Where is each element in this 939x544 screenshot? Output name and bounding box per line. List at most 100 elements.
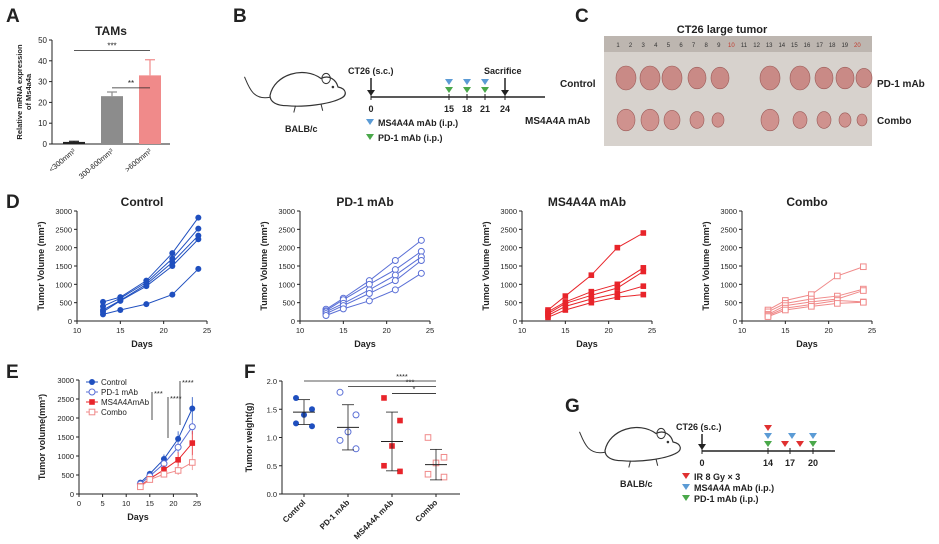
y-tick-label: 0 (733, 317, 737, 326)
data-point (764, 313, 772, 320)
legend-label: PD-1 mAb (i.p.) (694, 494, 759, 504)
y-axis-label: Tumor Volume (mm³) (701, 221, 711, 310)
tumor (835, 66, 855, 90)
bar (63, 141, 85, 144)
ms4a4a-marker (788, 433, 796, 439)
data-point (339, 305, 347, 313)
data-point (588, 292, 595, 299)
legend-label: PD-1 mAb (101, 388, 138, 397)
data-point (834, 300, 841, 307)
panel-letter-d: D (6, 192, 20, 213)
ruler-number: 5 (667, 43, 671, 49)
x-axis-label: Days (354, 339, 376, 349)
category-label: Combo (414, 498, 440, 524)
ir-marker (796, 441, 804, 447)
ruler-number: 11 (741, 43, 748, 49)
data-point (562, 300, 569, 307)
legend-marker (89, 399, 95, 405)
ms4a4a-marker (809, 433, 817, 439)
ruler-number: 3 (642, 43, 646, 49)
row-label-combo: Combo (877, 116, 911, 127)
schedule-panel-b: BALB/c CT26 (s.c.) Sacrifice 0 15 18 21 24 MS4A4… (244, 66, 545, 143)
x-tick-label: 10 (73, 326, 81, 335)
data-point (562, 303, 569, 310)
ruler-number: 15 (791, 43, 798, 49)
data-point (137, 483, 144, 491)
y-axis-label: Tumor volume(mm³) (37, 394, 47, 480)
y-tick-label: 1000 (278, 280, 295, 289)
timeline-day: 15 (444, 104, 454, 114)
ruler-number: 20 (854, 43, 861, 49)
ms4a4a-marker (366, 119, 374, 125)
y-tick-label: 1500 (720, 262, 737, 271)
mouse-ear (656, 427, 666, 440)
significance-label: **** (170, 394, 182, 403)
legend-marker (682, 484, 690, 490)
timeline-day: 21 (480, 104, 490, 114)
y-tick-label: 2000 (278, 244, 295, 253)
data-point (640, 265, 647, 271)
ruler-number: 18 (829, 43, 836, 49)
pd1-marker (809, 441, 817, 447)
significance-label: *** (406, 378, 415, 387)
y-tick-label: 0 (43, 140, 48, 149)
data-point (391, 286, 399, 294)
y-tick-label: 500 (61, 471, 74, 480)
series-line (102, 228, 199, 307)
tumor (640, 108, 660, 132)
tumor (639, 65, 661, 91)
y-axis-label: Relative mRNA expression (15, 44, 24, 140)
y-tick-label: 2.0 (267, 377, 277, 386)
legend-label: MS4A4AmAb (101, 398, 150, 407)
ms4a4a-marker (445, 79, 453, 85)
data-point (174, 443, 182, 451)
legend-marker (88, 388, 96, 396)
y-tick-label: 0 (70, 490, 74, 499)
mouse-eye (666, 440, 670, 444)
data-point (309, 406, 315, 413)
y-tick-label: 0.0 (267, 490, 277, 499)
ruler (604, 36, 872, 52)
data-point (195, 265, 202, 272)
x-tick-label: 15 (339, 326, 347, 335)
x-tick-label: 20 (169, 499, 177, 508)
data-point (188, 459, 196, 466)
x-tick-label: 20 (604, 326, 612, 335)
y-tick-label: 2000 (55, 244, 72, 253)
y-tick-label: 20 (38, 98, 47, 107)
tumor (661, 65, 683, 91)
tumor (616, 108, 636, 132)
chart-title: Combo (786, 195, 827, 209)
series-line (547, 271, 644, 315)
y-tick-label: 500 (59, 299, 72, 308)
mouse-body (269, 71, 346, 107)
data-point (860, 287, 867, 294)
tumor (710, 66, 730, 90)
ruler-number: 4 (654, 43, 658, 49)
data-point (588, 288, 595, 295)
x-tick-label: 25 (203, 326, 211, 335)
y-tick-label: 0 (68, 317, 72, 326)
ms4a4a-marker (764, 433, 772, 439)
data-point (640, 291, 647, 298)
data-point (309, 423, 315, 430)
y-tick-label: 2500 (500, 225, 517, 234)
data-point (640, 283, 647, 289)
mouse-tail (244, 76, 271, 99)
x-tick-label: 10 (518, 326, 526, 335)
y-tick-label: 2500 (55, 225, 72, 234)
y-tick-label: 1000 (57, 452, 74, 461)
significance-label: * (413, 384, 416, 393)
ruler-number: 8 (705, 43, 709, 49)
inoculation-label: CT26 (s.c.) (348, 66, 394, 76)
chart-panel-f: 0.0 0.5 1.0 1.5 2.0 Tumor weight(g) Control PD-… (244, 372, 460, 541)
y-tick-label: 1500 (57, 433, 74, 442)
y-tick-label: 1000 (55, 280, 72, 289)
x-tick-label: 10 (122, 499, 130, 508)
chart-title: Control (121, 195, 164, 209)
significance-label: ** (128, 79, 134, 88)
mouse-leg (628, 460, 631, 468)
panel-letter-c: C (575, 6, 589, 27)
data-point (322, 312, 330, 319)
